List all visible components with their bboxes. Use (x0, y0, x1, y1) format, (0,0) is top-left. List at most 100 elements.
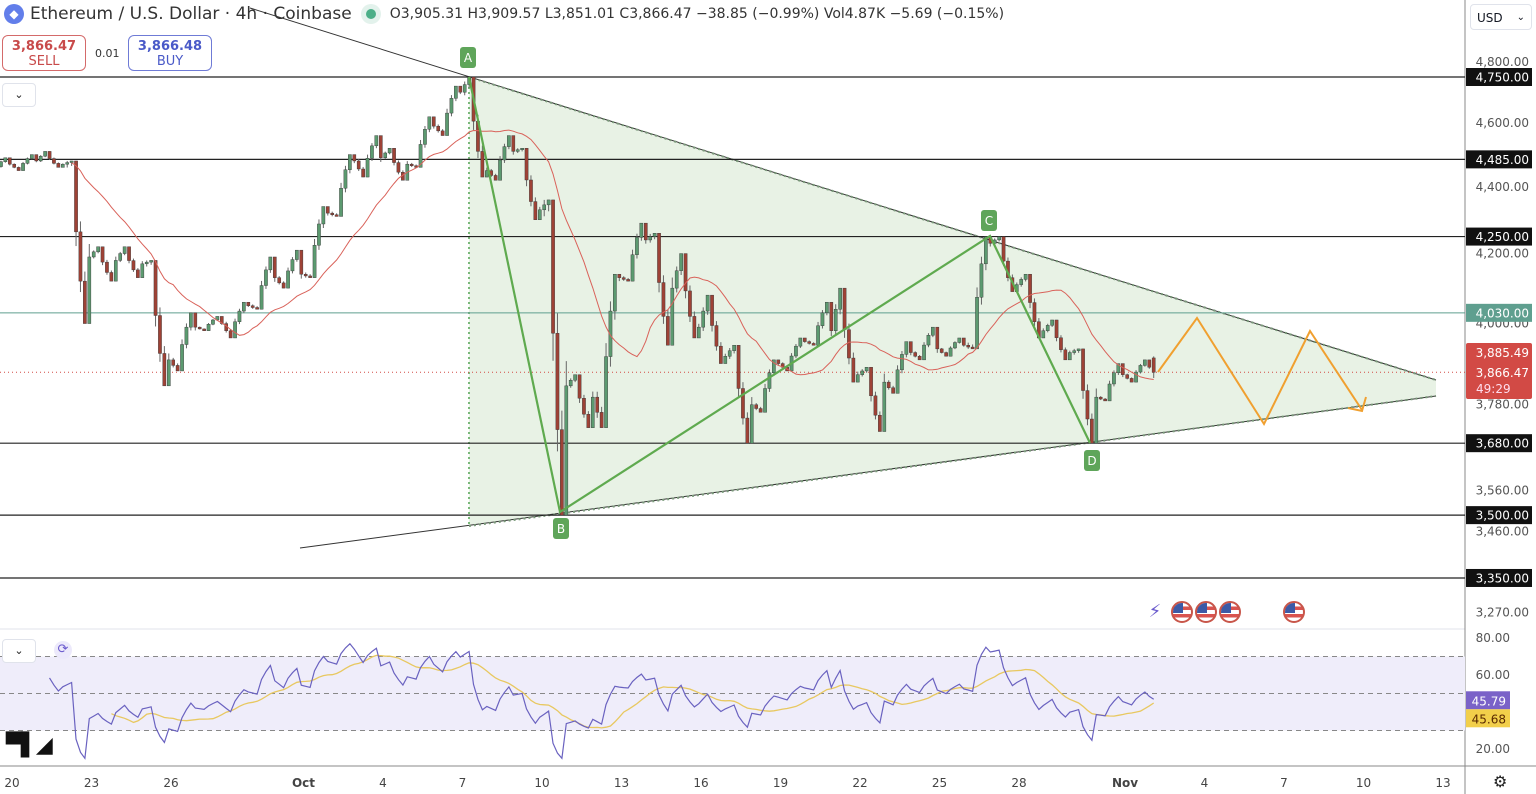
candle-body (43, 151, 47, 157)
candle-body (325, 206, 330, 214)
candle-body (498, 159, 502, 181)
candle (189, 312, 193, 331)
candle-body (891, 387, 895, 394)
candle-body (913, 352, 918, 357)
candle-body (211, 319, 215, 325)
candle-body (719, 345, 723, 364)
candle-body (529, 179, 533, 202)
price-tick-label: 4,600.00 (1476, 116, 1529, 130)
pattern-point-badge (981, 210, 997, 231)
candle-body (431, 116, 436, 127)
candle-body (966, 345, 971, 348)
candle-body (639, 222, 644, 238)
sell-button[interactable]: 3,866.47 SELL (2, 35, 86, 71)
candle (255, 306, 259, 310)
candle-body (140, 263, 145, 278)
buy-button[interactable]: 3,866.48 BUY (128, 35, 212, 71)
candle-body (767, 372, 772, 389)
collapse-rsi-legend-button[interactable]: ⌄ (2, 639, 36, 663)
candle-body (3, 157, 8, 162)
candle (498, 156, 502, 181)
refresh-icon[interactable]: ⟳ (54, 641, 72, 659)
tradingview-logo: ▀▌◢ (6, 733, 53, 758)
candle-body (586, 414, 591, 428)
candle-body (365, 158, 370, 178)
candle (811, 342, 816, 346)
candle-body (900, 354, 904, 371)
candle (931, 326, 935, 338)
candle (1112, 370, 1116, 387)
candle-body (96, 246, 100, 253)
candle-body (1129, 378, 1134, 383)
candle-body (91, 251, 96, 258)
candle (551, 199, 555, 361)
current-price-label: 3,866.47 (1476, 366, 1529, 380)
candle-body (242, 301, 246, 312)
candle (193, 312, 198, 331)
candle-body (917, 356, 922, 361)
candle (74, 160, 78, 247)
gear-icon[interactable]: ⚙ (1493, 772, 1508, 791)
candle (560, 410, 564, 516)
candle (493, 173, 498, 181)
candle (299, 249, 304, 279)
candle (113, 256, 118, 282)
candle-body (1076, 348, 1081, 351)
candle (604, 343, 608, 428)
us-flag-icon[interactable] (1195, 601, 1217, 623)
level-price-badge (1466, 434, 1532, 453)
candle (396, 160, 401, 175)
candle-body (1001, 236, 1006, 262)
candle-body (944, 352, 948, 357)
candle (1072, 348, 1077, 355)
candle (913, 351, 918, 358)
candle (1054, 319, 1059, 342)
candle-body (860, 370, 865, 375)
buy-price: 3,866.48 (137, 39, 203, 54)
level-price-label: 3,500.00 (1476, 509, 1529, 523)
candle-body (626, 279, 630, 282)
candle (233, 318, 237, 339)
candle-body (922, 344, 926, 361)
candle (935, 326, 940, 353)
candle-body (582, 398, 586, 415)
ai-bolt-icon[interactable]: ⚡ (1148, 601, 1162, 622)
us-flag-icon[interactable] (1283, 601, 1305, 623)
candle (246, 301, 251, 307)
pattern-point-badge (1084, 450, 1100, 471)
level-price-label: 3,350.00 (1476, 571, 1529, 585)
candle (886, 380, 891, 390)
us-flag-icon[interactable] (1171, 601, 1193, 623)
collapse-main-legend-button[interactable]: ⌄ (2, 83, 36, 107)
candle (763, 383, 767, 413)
time-tick-label: 4 (1201, 776, 1209, 790)
candle (582, 394, 586, 418)
candle (1001, 236, 1006, 266)
currency-select[interactable]: USD ⌄ (1470, 4, 1532, 30)
candle (1120, 363, 1125, 378)
candle-body (458, 85, 463, 93)
candle-body (886, 381, 891, 388)
symbol-title[interactable]: Ethereum / U.S. Dollar · 4h · Coinbase (30, 4, 352, 24)
candle (732, 345, 736, 354)
candle (330, 211, 335, 217)
us-flag-icon[interactable] (1219, 601, 1241, 623)
candle (131, 258, 136, 272)
candle-body (1054, 319, 1059, 338)
candle-body (264, 269, 268, 286)
candle (692, 311, 697, 339)
candle (378, 135, 383, 162)
candle-body (816, 325, 820, 346)
candle (1125, 373, 1130, 380)
candle-body (1067, 352, 1072, 361)
candle-body (621, 277, 626, 280)
candle (96, 246, 100, 254)
level-price-label: 3,680.00 (1476, 437, 1529, 451)
market-status-icon (365, 9, 376, 19)
price-tick-label: 4,200.00 (1476, 247, 1529, 261)
candle-body (158, 315, 162, 354)
time-tick-label: 4 (379, 776, 387, 790)
candle (418, 139, 423, 168)
candle-body (317, 223, 321, 246)
